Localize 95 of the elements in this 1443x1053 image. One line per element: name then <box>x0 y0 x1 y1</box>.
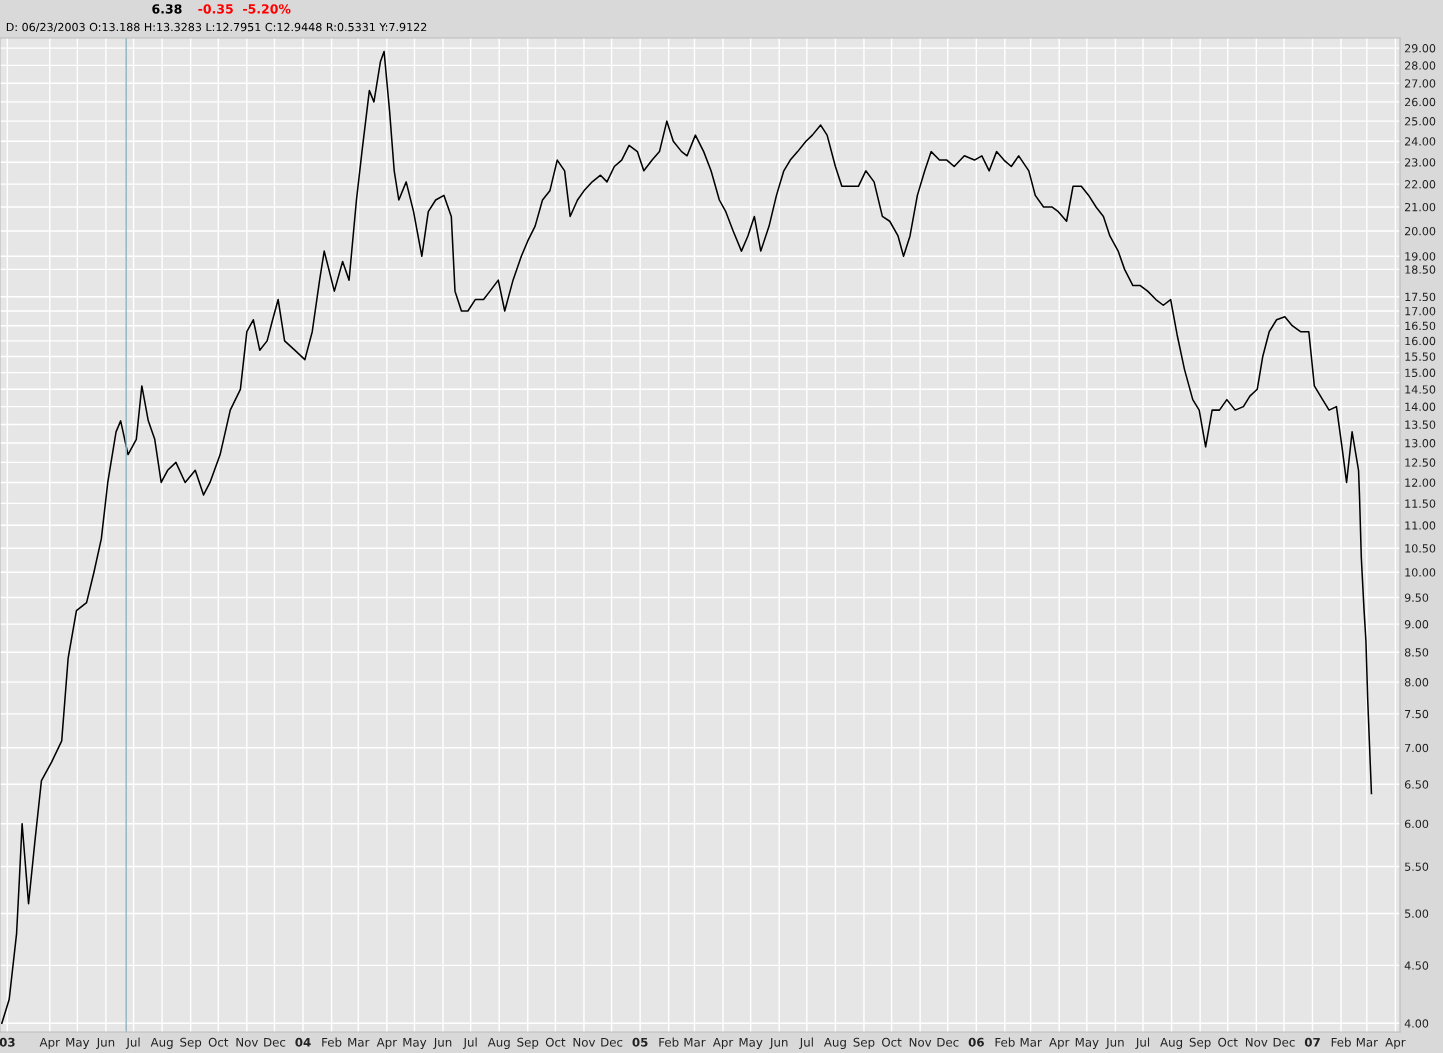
x-tick-label: Feb <box>322 1037 342 1047</box>
y-tick-label: 21.00 <box>1404 202 1436 212</box>
y-tick-label: 6.00 <box>1404 819 1429 829</box>
chart-title: 6.38 <box>152 4 182 14</box>
x-tick-label: Apr <box>1385 1037 1406 1049</box>
x-tick-label: Aug <box>487 1037 510 1049</box>
y-tick-label: 19.00 <box>1405 252 1436 261</box>
x-tick-label: Dec <box>264 1037 286 1047</box>
x-tick-label: Apr <box>712 1037 734 1049</box>
x-tick-label: Apr <box>1049 1037 1070 1049</box>
x-tick-label: Dec <box>937 1037 959 1047</box>
text: D: 06/23/2003 O:13.188 H:13.3283 L:12.7951 C:12.9448 R:0.5331 Y:7.9122 <box>6 22 427 33</box>
x-tick-label: Apr <box>376 1037 398 1049</box>
x-tick-label: 07 <box>1304 1037 1320 1047</box>
x-tick-label: 03 <box>0 1037 15 1047</box>
y-tick-label: 13.50 <box>1405 420 1436 429</box>
y-tick-label: 6.50 <box>1404 780 1429 789</box>
x-tick-label: Mar <box>684 1037 706 1047</box>
y-tick-label: 8.00 <box>1404 678 1429 687</box>
line-series <box>1 50 1373 1025</box>
x-tick-label: Mar <box>348 1037 370 1047</box>
x-tick-label: May <box>1075 1037 1099 1049</box>
x-tick-label: Dec <box>601 1037 623 1047</box>
x-tick-label: Jun <box>433 1037 452 1049</box>
y-tick-label: 14.50 <box>1405 385 1436 394</box>
x-tick-label: Sep <box>1189 1037 1211 1049</box>
y-tick-label: 8.50 <box>1404 648 1429 657</box>
x-tick-label: Aug <box>1160 1037 1183 1049</box>
y-tick-label: 17.00 <box>1405 306 1436 316</box>
x-tick-label: 04 <box>295 1037 311 1047</box>
y-tick-label: 15.00 <box>1405 368 1436 377</box>
x-tick-label: Nov <box>236 1037 259 1047</box>
y-tick-label: 27.00 <box>1404 79 1436 88</box>
y-tick-label: 28.00 <box>1404 61 1436 70</box>
x-tick-label: May <box>403 1037 427 1049</box>
y-tick-label: 29.00 <box>1404 44 1436 53</box>
y-tick-label: 26.00 <box>1404 97 1436 107</box>
x-tick-label: Sep <box>853 1037 875 1049</box>
y-tick-label: 4.50 <box>1404 961 1429 970</box>
y-tick-label: 10.00 <box>1405 568 1436 577</box>
x-tick-label: Feb <box>659 1037 679 1047</box>
y-tick-label: 4.00 <box>1404 1019 1429 1028</box>
y-tick-label: 5.00 <box>1405 909 1429 918</box>
x-tick-label: Feb <box>1331 1037 1351 1047</box>
y-tick-label: 9.50 <box>1404 593 1429 602</box>
x-tick-label: Jun <box>1105 1037 1124 1049</box>
y-tick-label: 20.00 <box>1404 226 1436 236</box>
x-tick-label: Sep <box>517 1037 539 1049</box>
x-tick-label: Sep <box>180 1037 202 1049</box>
x-tick-label: Oct <box>208 1037 229 1047</box>
text: -5.20% <box>243 4 291 14</box>
y-tick-label: 17.50 <box>1405 292 1436 302</box>
x-tick-label: Jul <box>1135 1037 1150 1049</box>
y-tick-label: 5.50 <box>1405 862 1429 871</box>
x-tick-label: Feb <box>995 1037 1015 1047</box>
y-tick-label: 24.00 <box>1404 137 1436 146</box>
x-tick-label: Nov <box>573 1037 596 1047</box>
x-tick-label: Mar <box>1020 1037 1042 1047</box>
y-tick-label: 14.00 <box>1405 402 1436 411</box>
x-tick-label: Jun <box>769 1037 788 1049</box>
y-tick-label: 23.00 <box>1404 158 1436 167</box>
y-tick-label: 16.50 <box>1405 321 1436 331</box>
x-tick-label: Jul <box>462 1037 477 1049</box>
y-tick-label: 10.50 <box>1405 544 1436 553</box>
x-tick-label: 05 <box>632 1037 648 1047</box>
x-tick-label: May <box>66 1037 90 1049</box>
y-tick-label: 13.00 <box>1405 439 1436 448</box>
y-tick-label: 12.00 <box>1405 478 1436 487</box>
y-tick-label: 15.50 <box>1405 352 1436 361</box>
x-tick-label: May <box>739 1037 763 1049</box>
x-tick-label: Jun <box>96 1037 115 1049</box>
y-tick-label: 12.50 <box>1405 458 1436 467</box>
x-tick-label: Oct <box>1218 1037 1238 1047</box>
x-tick-label: Aug <box>150 1037 173 1049</box>
y-tick-label: 11.50 <box>1405 499 1436 508</box>
y-tick-label: 16.00 <box>1405 336 1436 346</box>
y-tick-label: 9.00 <box>1404 620 1429 629</box>
x-tick-label: Apr <box>39 1037 60 1049</box>
text: -0.35 <box>198 4 233 14</box>
y-tick-label: 7.00 <box>1405 743 1429 753</box>
y-tick-label: 22.00 <box>1404 180 1436 189</box>
x-tick-label: Oct <box>882 1037 902 1047</box>
y-tick-label: 25.00 <box>1404 117 1436 126</box>
y-tick-label: 7.50 <box>1405 709 1429 719</box>
x-tick-label: Nov <box>909 1037 932 1047</box>
y-tick-label: 18.50 <box>1405 265 1436 274</box>
y-tick-label: 11.00 <box>1405 521 1436 530</box>
x-tick-label: Dec <box>1273 1037 1295 1047</box>
x-tick-label: Nov <box>1245 1037 1268 1047</box>
x-tick-label: Oct <box>545 1037 566 1047</box>
x-tick-label: Jul <box>125 1037 140 1049</box>
x-tick-label: 06 <box>968 1037 984 1047</box>
x-tick-label: Mar <box>1356 1037 1378 1047</box>
x-tick-label: Jul <box>799 1037 813 1049</box>
x-tick-label: Aug <box>823 1037 846 1049</box>
